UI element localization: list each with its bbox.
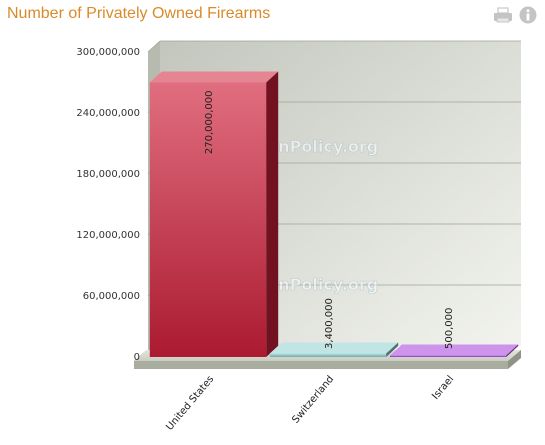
value-label: 270,000,000 — [204, 91, 215, 155]
info-icon[interactable] — [519, 6, 537, 29]
watermark-text: GunPolicy.org — [254, 137, 378, 156]
bar-united-states[interactable] — [149, 71, 279, 358]
chart-floor-front — [134, 361, 508, 369]
bar-switzerland[interactable] — [269, 342, 399, 357]
bar-front — [389, 355, 507, 357]
chart-title: Number of Privately Owned Firearms — [7, 5, 271, 22]
printer-icon[interactable] — [493, 7, 513, 28]
value-label: 3,400,000 — [324, 298, 335, 349]
y-tick-label: 180,000,000 — [76, 169, 140, 180]
bar-top — [149, 71, 279, 83]
bar-top — [269, 342, 399, 354]
watermark-text: GunPolicy.org — [254, 275, 378, 294]
bar-front — [269, 353, 387, 357]
chart-toolbar — [493, 6, 537, 29]
bar-side — [266, 71, 279, 357]
x-tick-label: United States — [164, 374, 216, 433]
bar-side — [386, 342, 399, 357]
bar-israel[interactable] — [389, 344, 519, 358]
bar-side — [506, 344, 519, 357]
x-tick-label: Switzerland — [290, 374, 336, 426]
y-tick-label: 300,000,000 — [76, 47, 140, 58]
bar-front — [149, 82, 267, 357]
chart-floor-side — [508, 350, 521, 369]
y-tick-label: 120,000,000 — [76, 230, 140, 241]
x-tick-label: Israel — [430, 374, 456, 402]
y-tick-label: 0 — [134, 352, 140, 363]
y-tick-label: 60,000,000 — [83, 291, 140, 302]
bar-top — [389, 344, 519, 356]
value-label: 500,000 — [444, 308, 455, 349]
y-tick-label: 240,000,000 — [76, 108, 140, 119]
gridline-side — [147, 40, 161, 53]
